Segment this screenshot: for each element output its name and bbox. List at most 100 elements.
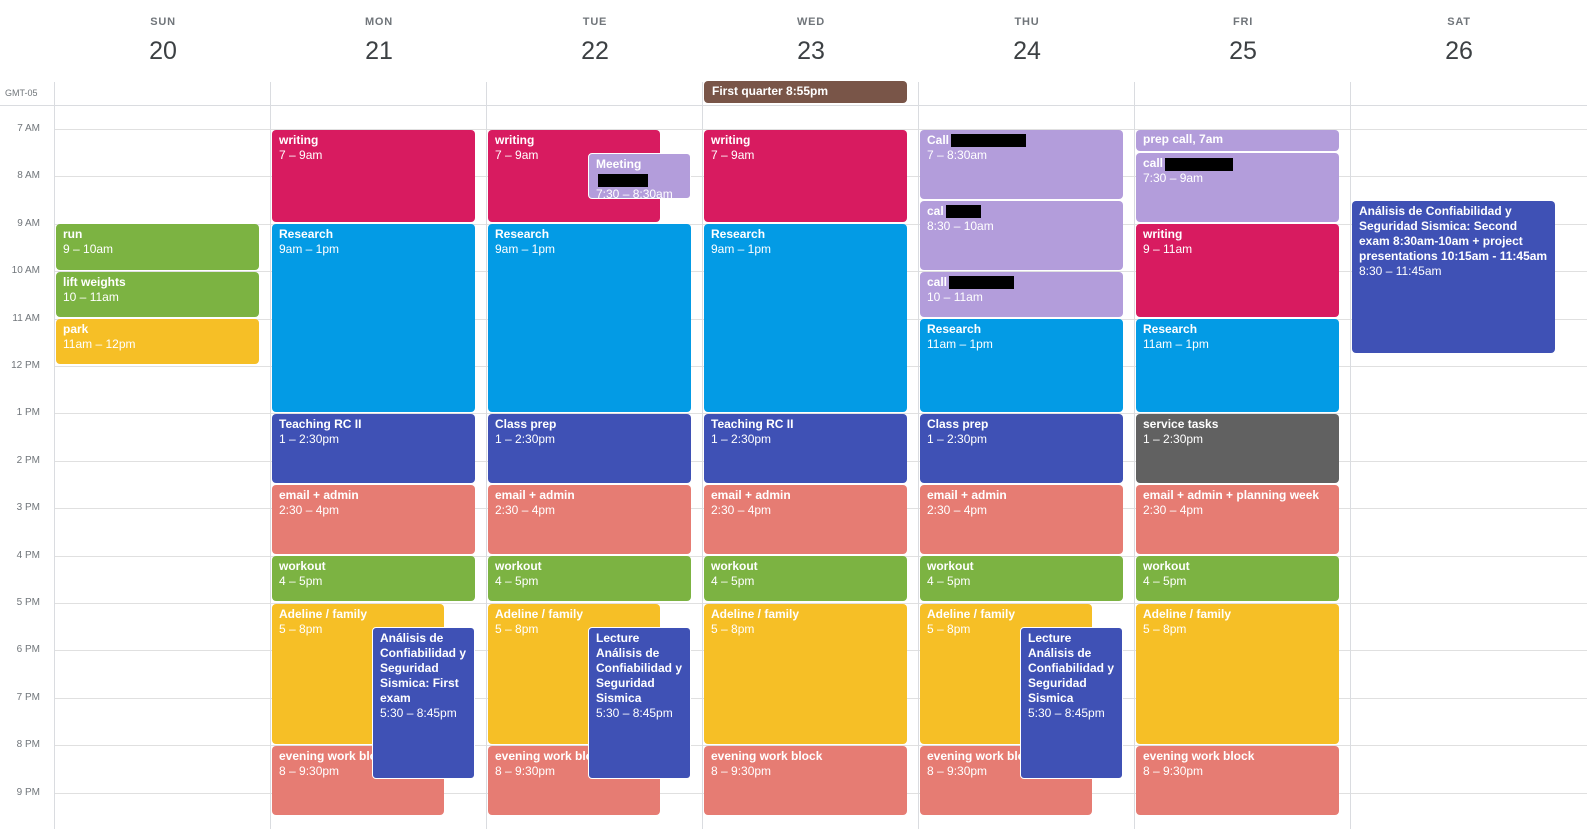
calendar-event[interactable]: Análisis de Confiabilidad y Seguridad Si… — [372, 627, 475, 780]
calendar-event[interactable]: workout 4 – 5pm — [704, 556, 907, 602]
event-time: 4 – 5pm — [1143, 574, 1187, 589]
event-time: 2:30 – 4pm — [279, 503, 340, 517]
timezone-label: GMT-05 — [5, 88, 38, 98]
calendar-event[interactable]: workout 4 – 5pm — [1136, 556, 1339, 602]
event-title: Teaching RC II — [711, 417, 900, 432]
calendar-event[interactable]: Lecture Análisis de Confiabilidad y Segu… — [1020, 627, 1123, 780]
event-title-text: email + admin + planning week — [1143, 488, 1320, 502]
day-name: THU — [1014, 16, 1040, 28]
calendar-event[interactable]: prep call, 7am — [1136, 129, 1339, 152]
event-time: 5 – 8pm — [495, 621, 539, 636]
day-number[interactable]: 20 — [149, 37, 177, 65]
event-time: 11am – 12pm — [63, 337, 136, 352]
calendar-event[interactable]: call 10 – 11am — [920, 271, 1123, 318]
calendar-event[interactable]: Research 11am – 1pm — [1136, 319, 1339, 412]
calendar-event[interactable]: call 7:30 – 9am — [1136, 153, 1339, 223]
calendar-event[interactable]: Análisis de Confiabilidad y Seguridad Si… — [1352, 200, 1555, 353]
day-column-divider — [702, 82, 703, 829]
calendar-event[interactable]: lift weights 10 – 11am — [56, 271, 259, 318]
calendar-event[interactable]: Lecture Análisis de Confiabilidad y Segu… — [588, 627, 691, 780]
calendar-event[interactable]: workout 4 – 5pm — [272, 556, 475, 602]
calendar-event[interactable]: park 11am – 12pm — [56, 319, 259, 365]
calendar-event[interactable]: evening work block 8 – 9:30pm — [704, 745, 907, 815]
hour-label: 8 AM — [17, 170, 40, 182]
calendar-event[interactable]: workout 4 – 5pm — [488, 556, 691, 602]
event-title-text: Call — [927, 132, 950, 147]
calendar-event[interactable]: Adeline / family 5 – 8pm — [704, 603, 907, 744]
calendar-event[interactable]: run 9 – 10am — [56, 224, 259, 270]
event-time: 8 – 9:30pm — [279, 763, 340, 778]
day-name: SAT — [1447, 16, 1471, 28]
calendar-event[interactable]: Teaching RC II 1 – 2:30pm — [272, 413, 475, 483]
calendar-event[interactable]: Meeting 7:30 – 8:30am — [588, 153, 691, 199]
event-title-text: email + admin — [711, 488, 791, 502]
event-time: 8 – 9:30pm — [1143, 763, 1204, 778]
event-time: 1 – 2:30pm — [495, 431, 556, 446]
event-title: email + admin + planning week — [1143, 488, 1332, 503]
calendar-event[interactable]: email + admin 2:30 – 4pm — [488, 485, 691, 555]
calendar-event[interactable]: workout 4 – 5pm — [920, 556, 1123, 602]
event-title-text: evening work block — [495, 748, 607, 763]
calendar-event[interactable]: Teaching RC II 1 – 2:30pm — [704, 413, 907, 483]
event-title-text: Adeline / family — [495, 606, 584, 621]
all-day-event[interactable]: First quarter 8:55pm — [704, 81, 907, 103]
event-title-text: lift weights — [63, 274, 126, 289]
day-column-divider — [1134, 82, 1135, 829]
event-title: lift weights — [63, 275, 252, 290]
calendar-event[interactable]: evening work block 8 – 9:30pm — [1136, 745, 1339, 815]
hour-label: 8 PM — [16, 739, 40, 751]
calendar-event[interactable]: Class prep 1 – 2:30pm — [488, 413, 691, 483]
event-title: park — [63, 322, 252, 337]
calendar-event[interactable]: writing 7 – 9am — [272, 129, 475, 223]
calendar-event[interactable]: Adeline / family 5 – 8pm — [1136, 603, 1339, 744]
event-title: Adeline / family — [927, 607, 1085, 622]
hour-label: 5 PM — [16, 597, 40, 608]
day-number[interactable]: 26 — [1445, 37, 1473, 65]
day-number[interactable]: 22 — [581, 37, 609, 65]
calendar-event[interactable]: writing 7 – 9am — [488, 129, 660, 223]
event-time: 11am – 1pm — [927, 337, 993, 352]
calendar-event[interactable]: evening work block 8 – 9:30pm — [920, 745, 1092, 815]
calendar-event[interactable]: email + admin + planning week 2:30 – 4pm — [1136, 485, 1339, 555]
hour-label: 9 AM — [17, 217, 40, 229]
day-number[interactable]: 25 — [1229, 37, 1257, 65]
day-number[interactable]: 24 — [1013, 37, 1041, 65]
event-title: Lecture Análisis de Confiabilidad y Segu… — [1028, 631, 1115, 706]
calendar-event[interactable]: Class prep 1 – 2:30pm — [920, 413, 1123, 483]
event-title-text: Lecture Análisis de Confiabilidad y Segu… — [1028, 631, 1115, 706]
calendar-event[interactable]: cal 8:30 – 10am — [920, 200, 1123, 270]
event-title-text: prep call, 7am — [1143, 131, 1224, 146]
calendar-event[interactable]: writing 9 – 11am — [1136, 224, 1339, 318]
calendar-event[interactable]: evening work block 8 – 9:30pm — [272, 745, 444, 815]
calendar-event[interactable]: Call 7 – 8:30am — [920, 129, 1123, 199]
calendar-event[interactable]: email + admin 2:30 – 4pm — [920, 485, 1123, 555]
day-number[interactable]: 21 — [365, 37, 393, 65]
event-title: workout — [711, 559, 900, 574]
event-time: 8 – 9:30pm — [927, 763, 988, 778]
event-title-text: Teaching RC II — [711, 416, 794, 431]
event-title-text: writing — [1143, 227, 1183, 242]
event-title-text: Adeline / family — [279, 606, 368, 621]
event-title-text: evening work block — [1143, 748, 1255, 763]
calendar-event[interactable]: Research 9am – 1pm — [488, 224, 691, 412]
event-time: 9am – 1pm — [711, 242, 772, 257]
event-title: Research — [279, 227, 468, 242]
calendar-event[interactable]: Research 9am – 1pm — [704, 224, 907, 412]
event-title: Análisis de Confiabilidad y Seguridad Si… — [1359, 204, 1548, 264]
calendar-event[interactable]: Research 9am – 1pm — [272, 224, 475, 412]
day-number[interactable]: 23 — [797, 37, 825, 65]
calendar-event[interactable]: Research 11am – 1pm — [920, 319, 1123, 412]
event-time: 8 – 9:30pm — [711, 763, 772, 778]
event-title: Research — [495, 227, 684, 242]
calendar-event[interactable]: service tasks 1 – 2:30pm — [1136, 413, 1339, 483]
event-time: 10 – 11am — [927, 289, 983, 304]
calendar-event[interactable]: email + admin 2:30 – 4pm — [272, 485, 475, 555]
event-time: 8:30 – 11:45am — [1359, 263, 1442, 278]
event-time: 7:30 – 8:30am — [596, 187, 673, 199]
event-title: Class prep — [495, 417, 684, 432]
calendar-event[interactable]: email + admin 2:30 – 4pm — [704, 485, 907, 555]
event-title-text: call — [1143, 156, 1164, 171]
calendar-event[interactable]: writing 7 – 9am — [704, 129, 907, 223]
calendar-event[interactable]: evening work block 8 – 9:30pm — [488, 745, 660, 815]
event-title: evening work block — [927, 749, 1085, 764]
